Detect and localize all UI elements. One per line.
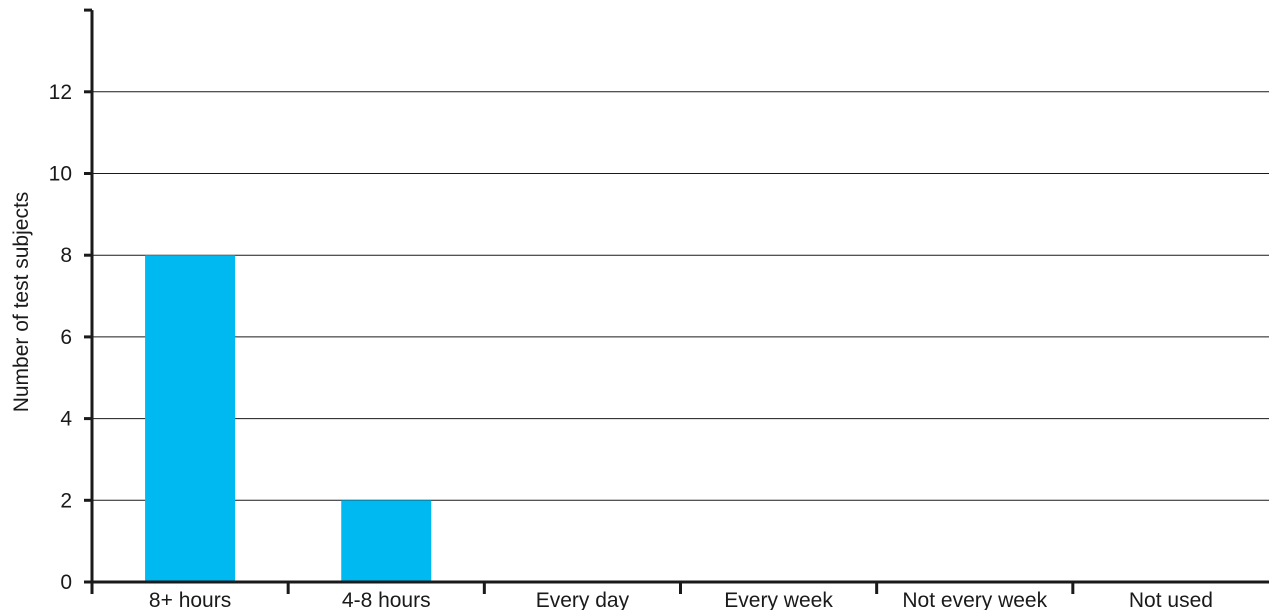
x-tick-label: Every week bbox=[724, 589, 833, 610]
x-tick-label: Not every week bbox=[902, 589, 1047, 610]
y-tick-label: 12 bbox=[49, 81, 72, 104]
bar bbox=[145, 255, 236, 582]
y-ticks: 0 2 4 6 8 10 12 bbox=[49, 81, 92, 594]
y-tick-label: 8 bbox=[60, 244, 72, 267]
y-tick-label: 10 bbox=[49, 163, 72, 186]
bars bbox=[145, 255, 432, 582]
y-tick-label: 4 bbox=[60, 408, 72, 431]
x-ticks: 8+ hours 4-8 hours Every day Every week Not … bbox=[149, 582, 1213, 610]
y-axis-title: Number of test subjects bbox=[10, 192, 33, 413]
x-tick-label: 4-8 hours bbox=[342, 589, 431, 610]
gridlines bbox=[92, 91, 1269, 501]
x-tick-label: Not used bbox=[1129, 589, 1213, 610]
x-tick-label: Every day bbox=[536, 589, 630, 610]
bar bbox=[341, 500, 432, 582]
y-tick-label: 2 bbox=[60, 489, 72, 512]
x-tick-label: 8+ hours bbox=[149, 589, 231, 610]
axes bbox=[84, 8, 1269, 594]
y-tick-label: 6 bbox=[60, 326, 72, 349]
y-tick-label: 0 bbox=[60, 571, 72, 594]
